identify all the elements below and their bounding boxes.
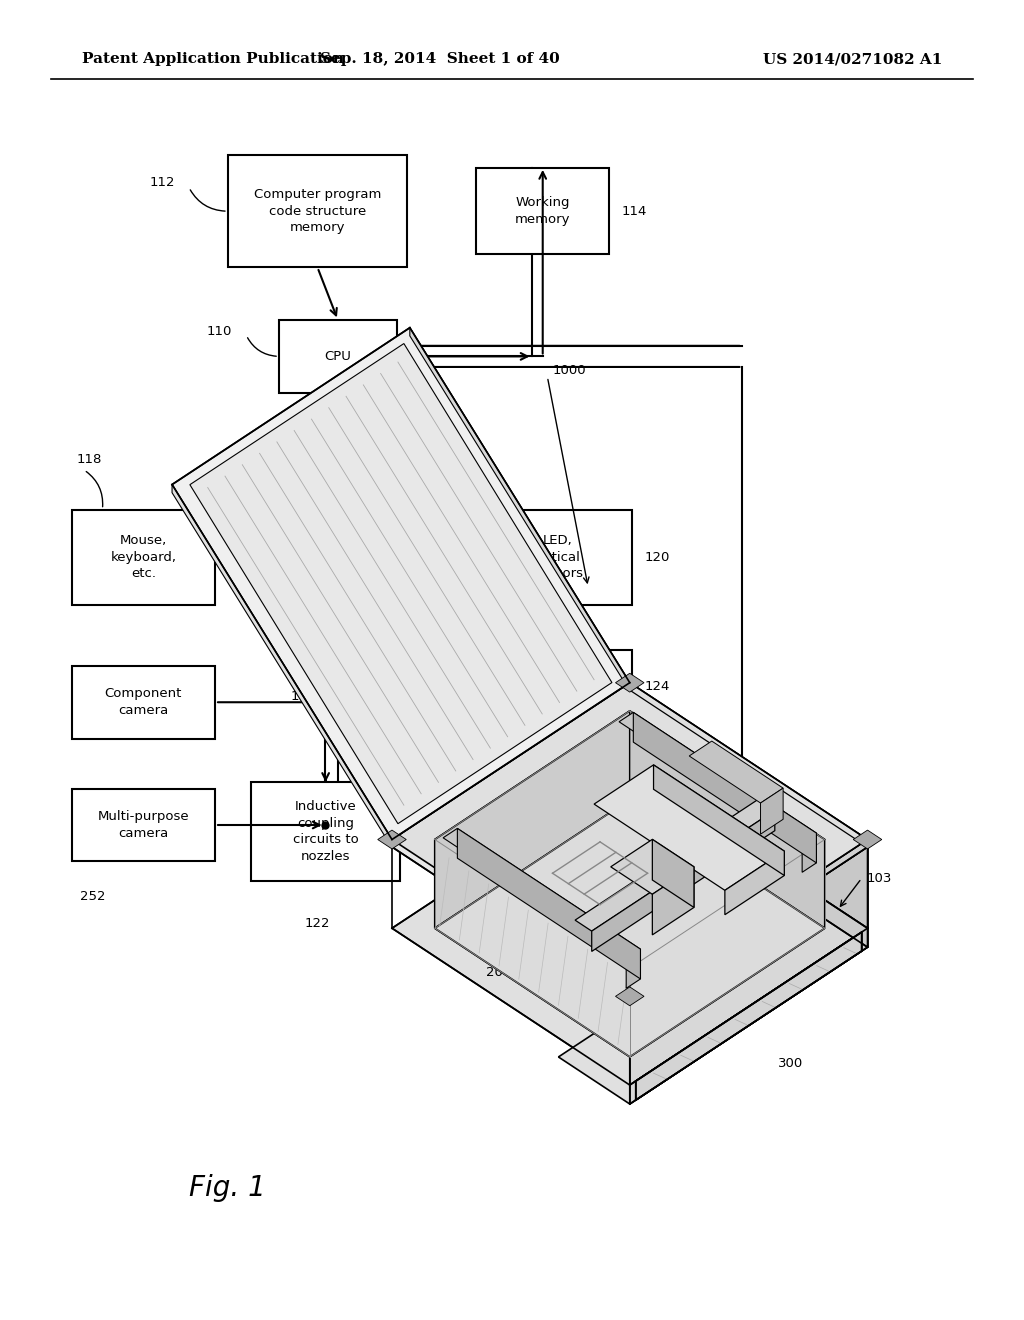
FancyBboxPatch shape xyxy=(227,156,407,267)
Polygon shape xyxy=(630,690,867,928)
Text: US 2014/0271082 A1: US 2014/0271082 A1 xyxy=(763,53,942,66)
Text: Sep. 18, 2014  Sheet 1 of 40: Sep. 18, 2014 Sheet 1 of 40 xyxy=(321,53,560,66)
Text: X/Y motor
control: X/Y motor control xyxy=(525,672,591,701)
Text: Computer program
code structure
memory: Computer program code structure memory xyxy=(254,189,381,234)
Polygon shape xyxy=(802,833,816,873)
Polygon shape xyxy=(652,867,694,935)
Polygon shape xyxy=(853,830,882,849)
Polygon shape xyxy=(689,741,783,803)
Text: 118: 118 xyxy=(77,453,102,466)
Text: CPU: CPU xyxy=(325,350,351,363)
Polygon shape xyxy=(392,690,867,1003)
FancyBboxPatch shape xyxy=(484,772,633,878)
Text: 110: 110 xyxy=(207,325,232,338)
Polygon shape xyxy=(652,840,694,907)
Text: Component
camera: Component camera xyxy=(104,688,182,717)
Polygon shape xyxy=(458,829,640,979)
Polygon shape xyxy=(172,484,392,847)
Polygon shape xyxy=(615,673,644,692)
Text: 200: 200 xyxy=(485,966,511,978)
Polygon shape xyxy=(435,800,824,1057)
Text: 120: 120 xyxy=(645,550,670,564)
Polygon shape xyxy=(435,840,630,1057)
Text: 124: 124 xyxy=(645,680,670,693)
Polygon shape xyxy=(636,932,861,1100)
Polygon shape xyxy=(620,713,816,842)
FancyBboxPatch shape xyxy=(279,319,397,393)
Polygon shape xyxy=(627,949,640,989)
Text: 252: 252 xyxy=(80,891,105,903)
Text: Pickup
head control
(up/down &
vacuum): Pickup head control (up/down & vacuum) xyxy=(516,793,600,857)
Text: 1000: 1000 xyxy=(553,363,586,376)
Polygon shape xyxy=(392,682,867,997)
Polygon shape xyxy=(630,928,867,1104)
Text: I/O: I/O xyxy=(329,521,347,535)
Text: 300: 300 xyxy=(696,853,722,866)
Polygon shape xyxy=(575,800,775,931)
Polygon shape xyxy=(761,788,783,834)
Polygon shape xyxy=(443,829,640,958)
Polygon shape xyxy=(633,713,816,863)
Polygon shape xyxy=(558,900,867,1104)
Polygon shape xyxy=(725,851,784,915)
Text: 116: 116 xyxy=(350,436,376,449)
Polygon shape xyxy=(435,711,824,968)
Polygon shape xyxy=(653,764,784,875)
Text: Fig. 1: Fig. 1 xyxy=(189,1173,266,1203)
Polygon shape xyxy=(172,327,630,840)
Polygon shape xyxy=(615,987,644,1006)
Text: LED,
optical
sensors: LED, optical sensors xyxy=(532,535,584,579)
Text: Inductive
coupling
circuits to
nozzles: Inductive coupling circuits to nozzles xyxy=(293,800,358,863)
Polygon shape xyxy=(410,327,630,690)
Text: 126: 126 xyxy=(645,803,670,816)
Text: 105: 105 xyxy=(290,690,315,704)
Text: Mouse,
keyboard,
etc.: Mouse, keyboard, etc. xyxy=(111,535,176,579)
FancyBboxPatch shape xyxy=(72,789,215,862)
Text: Patent Application Publication: Patent Application Publication xyxy=(82,53,344,66)
Text: 251: 251 xyxy=(284,651,309,664)
Text: 112: 112 xyxy=(150,176,174,189)
Polygon shape xyxy=(630,840,867,1003)
FancyBboxPatch shape xyxy=(72,510,215,605)
FancyBboxPatch shape xyxy=(72,667,215,739)
Polygon shape xyxy=(636,932,861,1100)
Polygon shape xyxy=(630,711,824,928)
Polygon shape xyxy=(594,764,784,890)
FancyBboxPatch shape xyxy=(476,168,609,253)
Text: 122: 122 xyxy=(305,916,330,929)
Polygon shape xyxy=(592,810,775,952)
Polygon shape xyxy=(392,771,867,1085)
Polygon shape xyxy=(435,711,630,928)
Text: 300: 300 xyxy=(777,1057,803,1069)
Polygon shape xyxy=(630,847,867,1085)
FancyBboxPatch shape xyxy=(484,651,633,723)
Text: Working
memory: Working memory xyxy=(515,197,570,226)
Text: Multi-purpose
camera: Multi-purpose camera xyxy=(97,810,189,840)
Polygon shape xyxy=(189,343,612,824)
Polygon shape xyxy=(797,882,867,948)
Polygon shape xyxy=(630,840,824,1057)
Text: 114: 114 xyxy=(622,205,647,218)
FancyBboxPatch shape xyxy=(279,491,397,565)
Polygon shape xyxy=(630,682,867,847)
FancyBboxPatch shape xyxy=(484,510,633,605)
FancyBboxPatch shape xyxy=(252,781,399,882)
Polygon shape xyxy=(378,830,407,849)
Polygon shape xyxy=(610,840,694,894)
Text: 103: 103 xyxy=(866,871,892,884)
